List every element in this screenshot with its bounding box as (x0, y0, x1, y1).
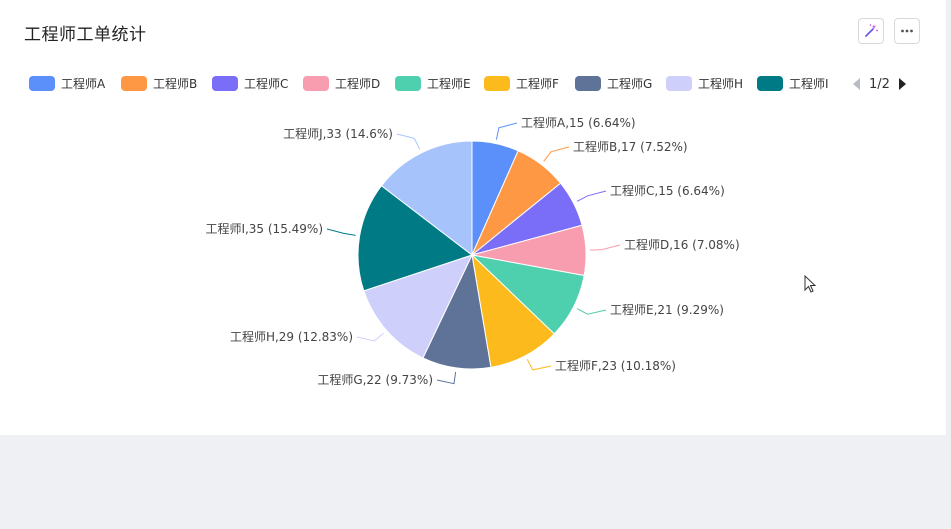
label-leader-line (356, 332, 384, 342)
label-leader-line (589, 244, 621, 251)
chart-title: 工程师工单统计 (24, 25, 147, 45)
legend-item-6[interactable]: 工程师G (575, 72, 666, 94)
more-dots-icon (901, 29, 913, 33)
legend-item-5[interactable]: 工程师F (484, 72, 575, 94)
legend-swatch (303, 75, 329, 91)
pie-slice-label-9: 工程师J,33 (14.6%) (283, 126, 393, 141)
legend-swatch (212, 75, 238, 91)
legend-swatch (29, 75, 55, 91)
legend-pager: 1/2 (851, 74, 908, 94)
label-leader-line (326, 228, 356, 236)
magic-wand-icon (865, 24, 878, 37)
legend-item-4[interactable]: 工程师E (395, 72, 484, 94)
legend-item-3[interactable]: 工程师D (303, 72, 395, 94)
legend-prev-page-icon[interactable] (851, 77, 861, 91)
legend-item-1[interactable]: 工程师B (121, 72, 212, 94)
pie-slice-7[interactable] (363, 254, 473, 359)
legend-label: 工程师A (61, 76, 106, 91)
label-leader-line (396, 133, 421, 150)
legend-swatch (666, 75, 692, 91)
mouse-cursor-icon (804, 275, 817, 293)
legend-label: 工程师H (698, 76, 744, 91)
legend-swatch (484, 75, 510, 91)
legend-swatch (757, 75, 783, 91)
legend-item-2[interactable]: 工程师C (212, 72, 303, 94)
label-leader-line (436, 371, 457, 385)
legend-label: 工程师I (789, 76, 829, 91)
pie-slice-label-6: 工程师G,22 (9.73%) (317, 372, 433, 387)
legend-label: 工程师G (607, 76, 653, 91)
pie-slice-label-0: 工程师A,15 (6.64%) (521, 115, 636, 130)
legend-swatch (395, 75, 421, 91)
legend-next-page-icon[interactable] (898, 77, 908, 91)
legend-item-8[interactable]: 工程师I (757, 72, 837, 94)
more-options-button[interactable] (894, 18, 920, 44)
pie-slice-9[interactable] (380, 140, 473, 257)
pie-slice-label-7: 工程师H,29 (12.83%) (230, 329, 353, 344)
pie-slice-label-3: 工程师D,16 (7.08%) (624, 237, 740, 252)
pie-slice-8[interactable] (357, 185, 474, 292)
legend-label: 工程师C (244, 76, 289, 91)
chart-card: 工程师工单统计 工程师A 工程师B 工程师C 工程师D 工程师E 工程师F 工程师G 工程师H… (0, 0, 946, 435)
legend-swatch (575, 75, 601, 91)
label-leader-line (543, 146, 570, 162)
pie-slice-label-8: 工程师I,35 (15.49%) (205, 221, 323, 236)
pie-slice-label-1: 工程师B,17 (7.52%) (573, 139, 688, 154)
legend-label: 工程师E (427, 76, 471, 91)
legend-page-indicator: 1/2 (869, 76, 890, 92)
label-leader-line (576, 190, 607, 202)
label-leader-line (576, 308, 607, 315)
legend-label: 工程师B (153, 76, 198, 91)
legend-item-0[interactable]: 工程师A (29, 72, 121, 94)
legend-swatch (121, 75, 147, 91)
label-leader-line (526, 359, 552, 371)
chart-legend: 工程师A 工程师B 工程师C 工程师D 工程师E 工程师F 工程师G 工程师H 工程师I (29, 72, 837, 94)
legend-label: 工程师D (335, 76, 381, 91)
label-leader-line (495, 122, 518, 140)
pie-chart: 工程师A,15 (6.64%) 工程师B,17 (7.52%) 工程师C,15 (6… (205, 115, 740, 387)
pie-slice-label-5: 工程师F,23 (10.18%) (555, 358, 676, 373)
legend-item-7[interactable]: 工程师H (666, 72, 757, 94)
pie-slice-label-4: 工程师E,21 (9.29%) (610, 302, 724, 317)
legend-label: 工程师F (516, 76, 559, 91)
pie-slice-5[interactable] (471, 253, 555, 368)
magic-wand-button[interactable] (858, 18, 884, 44)
pie-slice-label-2: 工程师C,15 (6.64%) (610, 183, 725, 198)
